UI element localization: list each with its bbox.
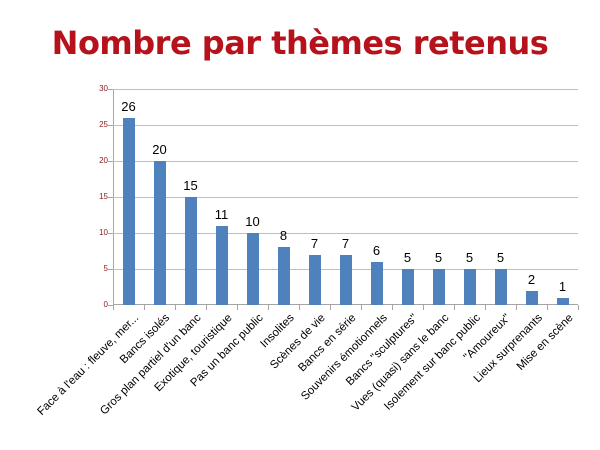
gridline (113, 89, 578, 90)
plot-area: 0 5 10 15 20 25 30 26 20 15 11 10 8 7 7 6 5 5 5 5 2 1 (99, 84, 579, 310)
data-label: 6 (372, 242, 381, 258)
y-tick-mark (108, 305, 113, 306)
x-tick-mark (454, 305, 455, 310)
x-tick-mark (268, 305, 269, 310)
y-tick-label: 30 (99, 84, 108, 93)
y-tick-mark (108, 269, 113, 270)
y-tick-mark (108, 125, 113, 126)
bar (494, 269, 507, 305)
data-label: 7 (310, 235, 319, 251)
x-tick-mark (299, 305, 300, 310)
bar (122, 117, 135, 305)
y-tick-label: 20 (99, 156, 108, 165)
x-tick-mark (547, 305, 548, 310)
data-label: 5 (465, 250, 474, 265)
bar (401, 269, 414, 305)
data-label: 8 (279, 228, 288, 244)
gridline (113, 197, 578, 198)
y-tick-mark (108, 161, 113, 162)
bar (277, 247, 290, 305)
x-tick-mark (578, 305, 579, 310)
data-label: 11 (214, 206, 229, 222)
x-tick-mark (423, 305, 424, 310)
y-tick-label: 5 (103, 264, 108, 273)
x-tick-mark (330, 305, 331, 310)
y-tick-mark (108, 89, 113, 90)
bar (308, 254, 321, 305)
bar (339, 254, 352, 305)
x-tick-mark (237, 305, 238, 310)
x-tick-mark (113, 305, 114, 310)
x-tick-mark (392, 305, 393, 310)
chart-title: Nombre par thèmes retenus (51, 24, 549, 62)
data-label: 5 (403, 250, 412, 265)
x-tick-mark (485, 305, 486, 310)
data-label: 2 (527, 271, 536, 287)
y-tick-label: 25 (99, 120, 108, 129)
bar (463, 269, 476, 305)
x-tick-mark (361, 305, 362, 310)
y-tick-mark (108, 233, 113, 234)
data-label: 7 (341, 235, 350, 251)
bar (215, 225, 228, 305)
data-label: 1 (558, 278, 567, 294)
data-label: 5 (434, 250, 443, 265)
y-tick-label: 0 (103, 300, 108, 309)
bar (432, 269, 445, 305)
data-label: 10 (245, 214, 260, 229)
gridline (113, 125, 578, 126)
gridline (113, 161, 578, 162)
x-tick-mark (144, 305, 145, 310)
bar (246, 233, 259, 305)
y-tick-label: 10 (99, 228, 108, 237)
data-label: 5 (496, 250, 505, 265)
data-label: 26 (121, 98, 136, 114)
x-category-label: Mise en scène (514, 312, 576, 373)
gridline (113, 233, 578, 234)
bar (525, 290, 538, 305)
x-category-label: Scènes de vie (267, 312, 328, 372)
x-tick-mark (206, 305, 207, 310)
data-label: 20 (152, 142, 167, 157)
bar (153, 161, 166, 305)
y-tick-mark (108, 197, 113, 198)
bar (556, 297, 569, 305)
data-label: 15 (183, 178, 198, 193)
x-tick-mark (516, 305, 517, 310)
bar (370, 261, 383, 305)
y-tick-label: 15 (99, 192, 108, 201)
bar (184, 197, 197, 305)
x-tick-mark (175, 305, 176, 310)
